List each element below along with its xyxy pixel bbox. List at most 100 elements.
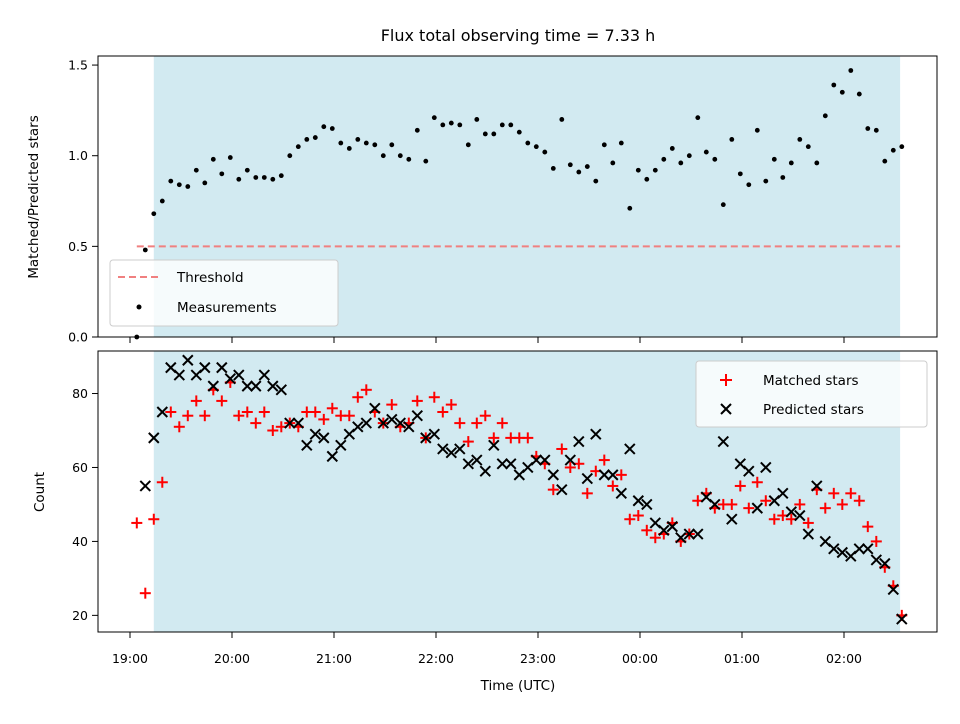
bottom-y-tick-label: 80 xyxy=(72,386,88,401)
measurement-point xyxy=(780,175,786,180)
matched-star-point xyxy=(250,417,262,429)
measurement-point xyxy=(278,173,284,179)
measurement-point xyxy=(338,140,344,146)
measurement-point xyxy=(202,180,208,186)
predicted-star-point xyxy=(581,472,594,485)
measurement-point xyxy=(457,122,463,128)
predicted-star-point xyxy=(156,406,169,418)
matched-star-point xyxy=(173,421,185,433)
measurement-point xyxy=(346,146,352,151)
bottom-y-axis-label: Count xyxy=(32,472,48,512)
measurement-point xyxy=(270,176,276,182)
measurement-point xyxy=(822,113,828,119)
predicted-star-point xyxy=(411,409,424,422)
predicted-star-point xyxy=(870,554,883,566)
legend-predicted-label: Predicted stars xyxy=(763,402,864,418)
measurement-point xyxy=(448,120,454,126)
matched-star-point xyxy=(454,417,466,429)
predicted-star-point xyxy=(394,417,407,429)
measurement-point xyxy=(193,167,199,173)
measurement-point xyxy=(440,122,446,128)
measurement-point xyxy=(321,124,327,130)
measurement-point xyxy=(406,156,412,162)
matched-star-point xyxy=(819,502,831,514)
measurement-point xyxy=(525,140,531,146)
predicted-star-point xyxy=(207,380,220,392)
legend-measurements-label: Measurements xyxy=(177,300,277,316)
predicted-star-point xyxy=(547,469,560,481)
predicted-star-point xyxy=(173,369,186,381)
predicted-star-point xyxy=(250,380,262,392)
predicted-star-point xyxy=(352,421,364,433)
top-y-tick-label: 1.5 xyxy=(68,58,88,73)
measurement-point xyxy=(253,175,259,180)
top-x-ticks xyxy=(129,337,845,343)
matched-star-point xyxy=(199,410,211,422)
measurement-point xyxy=(695,115,701,121)
matched-star-point xyxy=(751,476,763,488)
measurement-point xyxy=(788,160,794,166)
measurement-point xyxy=(593,178,599,184)
measurement-point xyxy=(295,144,301,150)
measurement-point xyxy=(644,176,650,182)
matched-star-point xyxy=(624,513,636,525)
matched-star-point xyxy=(479,410,491,422)
predicted-star-point xyxy=(615,487,628,500)
predicted-star-point xyxy=(445,446,458,459)
measurement-point xyxy=(814,160,820,166)
measurement-point xyxy=(499,122,505,128)
matched-star-point xyxy=(802,517,814,529)
measurement-point xyxy=(669,146,675,151)
matched-star-point xyxy=(649,532,661,544)
predicted-star-point xyxy=(794,509,806,522)
bottom-x-axis: 19:00 20:00 21:00 22:00 23:00 00:00 01:00 02:00 xyxy=(112,632,862,666)
measurement-point xyxy=(746,182,752,188)
predicted-star-point xyxy=(258,369,271,381)
predicted-star-point xyxy=(709,498,721,511)
measurement-point xyxy=(567,162,573,168)
bottom-y-tick-label: 40 xyxy=(72,534,88,549)
predicted-star-point xyxy=(284,417,296,429)
measurement-point xyxy=(542,149,548,155)
predicted-star-point xyxy=(717,435,730,448)
top-panel: Flux total observing time = 7.33 h 0.00.… xyxy=(26,26,938,345)
predicted-star-point xyxy=(386,413,398,426)
measurement-point xyxy=(559,117,565,122)
matched-star-point xyxy=(428,391,440,403)
predicted-star-point xyxy=(403,421,415,433)
predicted-star-point xyxy=(462,458,475,470)
measurement-point xyxy=(661,156,667,162)
measurement-point xyxy=(261,175,267,180)
predicted-star-point xyxy=(658,524,670,537)
predicted-star-point xyxy=(216,361,228,374)
predicted-star-point xyxy=(853,543,866,555)
predicted-star-point xyxy=(233,369,245,381)
measurement-point xyxy=(754,127,760,133)
predicted-star-point xyxy=(760,461,772,474)
predicted-star-point xyxy=(802,528,815,540)
predicted-star-point xyxy=(369,402,381,415)
matched-star-point xyxy=(165,406,177,418)
matched-star-point xyxy=(598,454,610,466)
matched-star-point xyxy=(836,498,848,510)
predicted-star-point xyxy=(275,384,288,396)
measurement-point xyxy=(848,68,854,73)
bottom-x-tick-label: 21:00 xyxy=(316,651,352,666)
measurement-point xyxy=(508,122,514,128)
matched-star-point xyxy=(768,513,780,525)
matched-star-point xyxy=(828,487,840,499)
matched-star-point xyxy=(743,502,755,514)
matched-star-point xyxy=(547,484,559,496)
predicted-star-point xyxy=(471,454,483,466)
top-y-tick-label: 1.0 xyxy=(68,148,88,163)
predicted-star-point xyxy=(301,439,313,451)
predicted-star-point xyxy=(309,428,322,440)
measurement-point xyxy=(389,142,395,148)
measurement-point xyxy=(720,202,726,208)
top-plot-frame xyxy=(97,55,938,338)
predicted-star-point xyxy=(360,417,373,429)
matched-star-point xyxy=(267,424,279,436)
measurement-point xyxy=(312,135,318,140)
top-y-axis-label: Matched/Predicted stars xyxy=(26,115,42,278)
predicted-star-point xyxy=(556,483,568,496)
